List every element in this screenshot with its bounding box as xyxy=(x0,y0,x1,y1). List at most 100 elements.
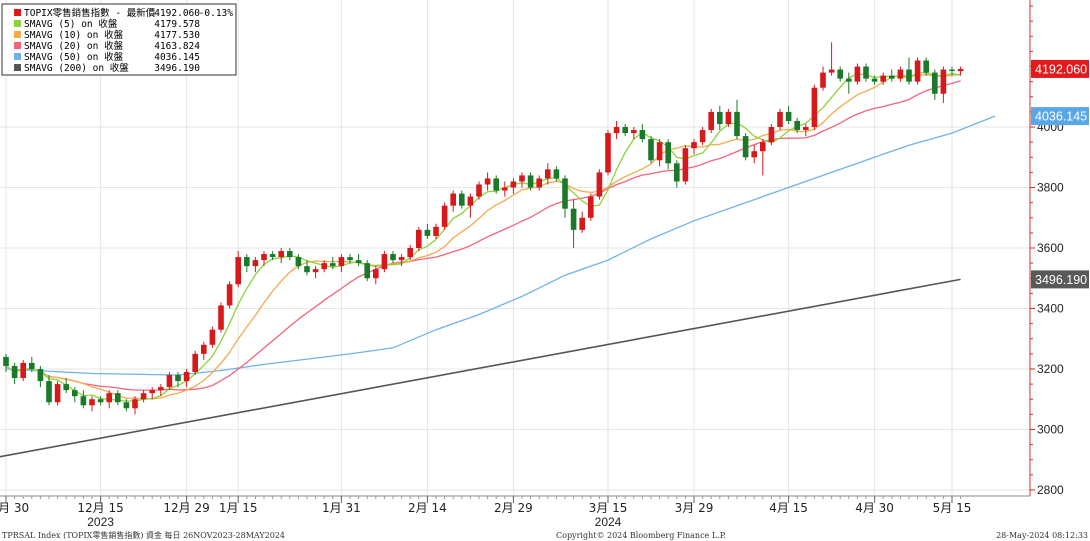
candle-body xyxy=(751,151,757,158)
candle-body xyxy=(192,353,198,372)
candle-body xyxy=(570,208,577,230)
legend-series-value: 4179.578 xyxy=(154,19,200,30)
candle-body xyxy=(321,263,327,270)
legend-series-value: 4163.824 xyxy=(154,41,200,52)
legend-series-name: SMAVG (5) on 收盤 xyxy=(24,18,118,30)
sma-20-line xyxy=(5,80,961,391)
candle-body xyxy=(820,72,826,88)
legend-swatch xyxy=(14,53,21,60)
candle-body xyxy=(588,196,594,218)
candle-body xyxy=(123,402,130,409)
y-tick-label: 3600 xyxy=(1037,241,1064,255)
candle-body xyxy=(183,372,190,382)
x-axis: 11月 30 12月 15 12月 29 1月 15 1月 31 2月 14 2月 29 3月… xyxy=(0,495,1030,529)
x-tick-label: 4月 15 xyxy=(769,501,808,515)
x-year-label: 2024 xyxy=(595,515,622,529)
candle-body xyxy=(785,111,792,121)
candle-body xyxy=(940,69,947,94)
candle-body xyxy=(347,257,353,261)
price-tag-label: 4192.060 xyxy=(1035,62,1087,76)
x-tick-label: 5月 15 xyxy=(933,501,972,515)
legend-series-name: SMAVG (200) on 收盤 xyxy=(24,62,129,74)
candle-body xyxy=(416,229,422,248)
candle-body xyxy=(218,305,224,330)
candle-body xyxy=(777,111,783,128)
candle-body xyxy=(837,69,843,79)
price-tag-label: 3496.190 xyxy=(1035,273,1087,287)
candle-body xyxy=(665,142,671,164)
legend-series-value: 4177.530 xyxy=(154,30,200,41)
candle-body xyxy=(502,187,508,191)
candle-body xyxy=(828,69,835,73)
x-tick-label: 3月 15 xyxy=(589,501,628,515)
x-tick-label: 1月 15 xyxy=(219,501,258,515)
footer-copyright: Copyright© 2024 Bloomberg Finance L.P. xyxy=(556,531,726,540)
x-tick-label: 2月 29 xyxy=(494,501,533,515)
candle-body xyxy=(880,75,886,82)
candle-body xyxy=(596,172,603,197)
candle-body xyxy=(390,254,396,261)
sma-200-line xyxy=(0,278,961,458)
candle-body xyxy=(166,375,173,388)
candle-body xyxy=(304,266,310,273)
candle-body xyxy=(175,375,181,382)
candle-body xyxy=(622,127,628,134)
candle-body xyxy=(734,111,740,137)
footer-source: TPRSAL Index (TOPIX零售銷售指數) 資金 每日 26NOV20… xyxy=(2,530,285,540)
x-tick-label: 3月 29 xyxy=(675,501,714,515)
x-year-label: 2023 xyxy=(87,515,114,529)
candle-body xyxy=(46,381,52,403)
footer-timestamp: 28-May-2024 08:12:33 xyxy=(996,531,1088,540)
candle-body xyxy=(957,68,964,72)
candle-body xyxy=(295,257,302,267)
candle-body xyxy=(72,390,78,397)
x-tick-label: 12月 15 xyxy=(77,501,123,515)
candle-body xyxy=(398,257,405,261)
sma-5-series xyxy=(5,71,961,402)
candle-body xyxy=(89,399,95,406)
candle-body xyxy=(29,362,35,369)
sma-5-line xyxy=(5,71,961,402)
footer: TPRSAL Index (TOPIX零售銷售指數) 資金 每日 26NOV20… xyxy=(2,530,1088,540)
candle-body xyxy=(803,127,809,131)
candle-body xyxy=(201,344,207,354)
candle-body xyxy=(605,133,611,173)
candle-body xyxy=(897,69,904,79)
candle-body xyxy=(493,178,499,191)
legend-swatch xyxy=(14,20,21,27)
candle-body xyxy=(742,136,749,158)
candle-body xyxy=(132,399,138,409)
candle-body xyxy=(381,254,388,270)
price-tag-box xyxy=(1031,270,1089,289)
candle-body xyxy=(115,393,121,403)
candle-body xyxy=(914,60,921,82)
candle-body xyxy=(760,142,766,152)
candlestick-series xyxy=(3,42,964,415)
legend-series-name: SMAVG (10) on 收盤 xyxy=(24,29,124,41)
x-tick-label: 1月 31 xyxy=(322,501,361,515)
candle-body xyxy=(424,229,431,236)
x-tick-label: 2月 14 xyxy=(408,501,447,515)
candle-body xyxy=(639,130,646,140)
candle-body xyxy=(355,260,362,264)
candle-body xyxy=(287,251,293,258)
price-tag-box xyxy=(1031,107,1089,126)
legend-box xyxy=(1,3,237,76)
candle-body xyxy=(373,269,379,279)
candle-body xyxy=(476,184,482,197)
candle-body xyxy=(656,142,663,161)
candle-body xyxy=(579,217,585,230)
candle-body xyxy=(923,60,929,73)
candle-body xyxy=(450,193,456,206)
candle-body xyxy=(441,205,448,227)
candle-body xyxy=(708,111,714,131)
price-tags: 4192.060 4036.145 3496.190 xyxy=(1031,59,1089,289)
candle-body xyxy=(484,178,491,185)
candle-body xyxy=(631,130,637,134)
candle-body xyxy=(63,384,69,391)
candle-body xyxy=(252,260,259,267)
y-tick-label: 3000 xyxy=(1037,422,1064,436)
x-tick-label: 4月 30 xyxy=(855,501,894,515)
candle-body xyxy=(3,356,9,366)
